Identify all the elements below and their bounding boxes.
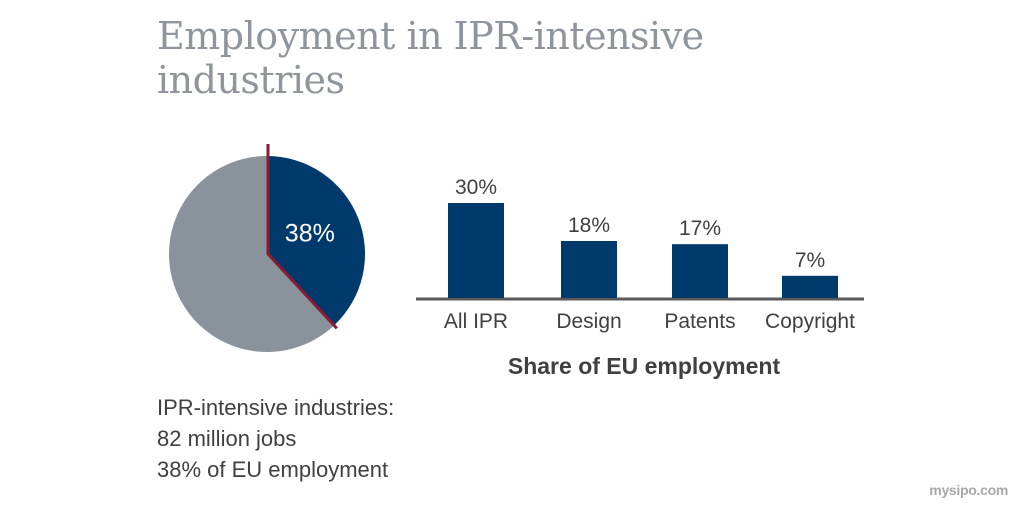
pie-slice-ipr-intensive (267, 156, 365, 326)
data-label: 18% (568, 214, 610, 237)
data-label: 30% (455, 176, 497, 199)
pie-chart: 38% (168, 144, 365, 352)
watermark: mysipo.com (929, 482, 1008, 498)
bar-copyright (782, 275, 838, 298)
pie-slice-other (168, 156, 335, 352)
x-tick-label: Design (556, 310, 621, 333)
pie-divider-line (266, 144, 338, 330)
x-tick-label: All IPR (444, 310, 508, 333)
x-axis-label: Share of EU employment (508, 353, 781, 379)
summary-note: IPR-intensive industries: 82 million job… (157, 392, 394, 485)
note-line-1: IPR-intensive industries: (157, 395, 395, 420)
note-line-2: 82 million jobs (157, 426, 297, 451)
note-line-3: 38% of EU employment (157, 457, 389, 482)
bar-all-ipr (448, 203, 504, 298)
x-tick-label: Copyright (765, 310, 855, 333)
data-label: 7% (795, 249, 825, 272)
bar-patents (672, 244, 728, 298)
chart-title: Employment in IPR-intensive industries (157, 14, 777, 102)
bar-chart: 30% All IPR 18% Design 17% Patents 7% Copyright (416, 176, 864, 333)
title-line-2: industries (157, 58, 345, 102)
bar-design (561, 241, 617, 298)
pie-slice-label: 38% (285, 220, 335, 248)
title-line-1: Employment in IPR-intensive (157, 14, 704, 58)
x-tick-label: Patents (664, 310, 735, 333)
data-label: 17% (679, 217, 721, 240)
